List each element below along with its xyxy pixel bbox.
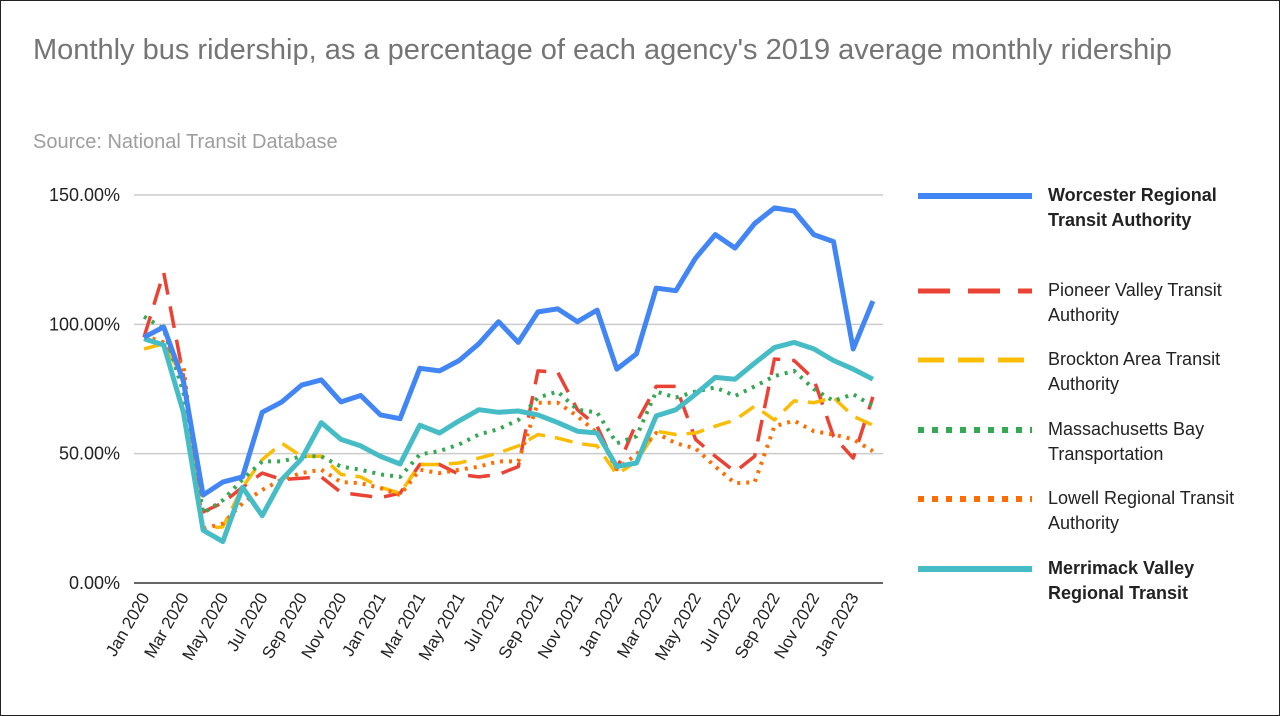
legend-label: Worcester Regional Transit Authority <box>1048 185 1217 230</box>
legend-label: Massachusetts Bay Transportation <box>1048 419 1205 464</box>
legend-swatch <box>918 288 1032 294</box>
legend-label: Merrimack Valley Regional Transit <box>1048 558 1195 603</box>
legend-label: Lowell Regional Transit Authority <box>1048 488 1235 533</box>
y-tick-label: 0.00% <box>69 573 120 593</box>
legend-swatch <box>918 566 1032 572</box>
legend-swatch <box>918 357 1032 363</box>
series-line-1 <box>142 270 875 514</box>
series-line-5 <box>143 336 875 545</box>
legend-swatch <box>918 193 1032 199</box>
y-tick-label: 100.00% <box>49 314 120 334</box>
chart-title: Monthly bus ridership, as a percentage o… <box>33 34 1172 66</box>
y-tick-label: 50.00% <box>59 444 120 464</box>
series-line-3 <box>142 314 874 516</box>
legend-swatch <box>918 427 1032 433</box>
series-line-2 <box>143 341 874 531</box>
legend-label: Pioneer Valley Transit Authority <box>1048 280 1222 325</box>
chart-subtitle: Source: National Transit Database <box>33 131 338 153</box>
legend-label: Brockton Area Transit Authority <box>1048 349 1221 394</box>
series-line-0 <box>142 205 876 498</box>
y-tick-label: 150.00% <box>49 185 120 205</box>
legend-swatch <box>918 496 1032 502</box>
